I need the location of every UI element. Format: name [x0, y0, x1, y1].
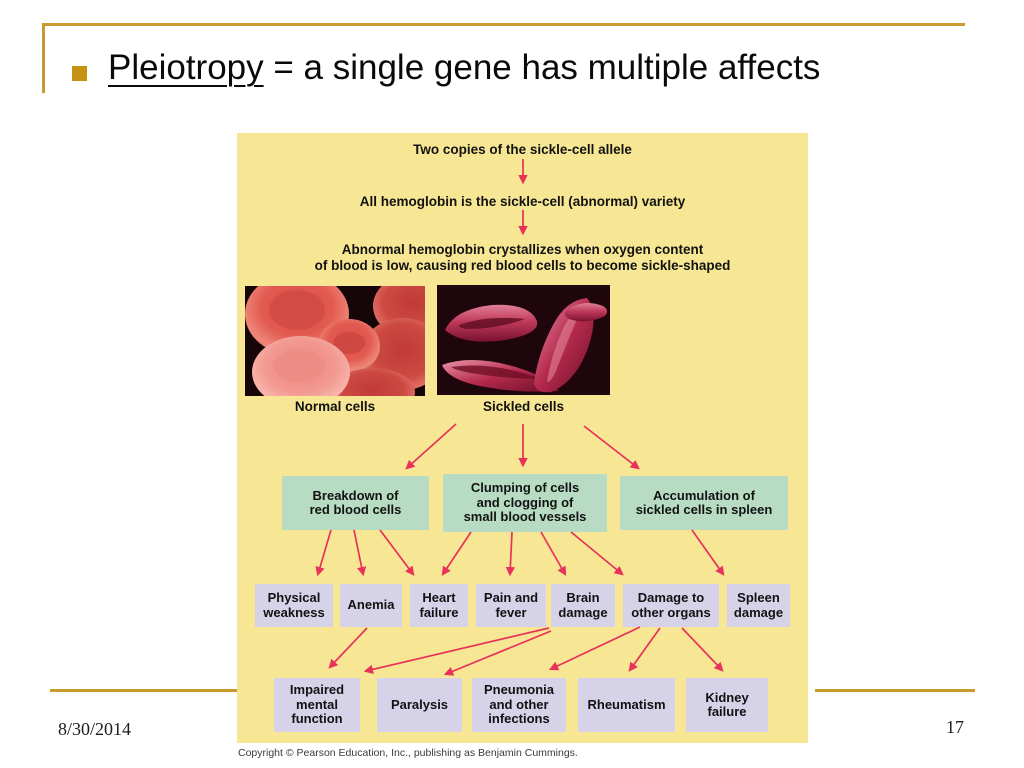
footer-line-right — [815, 689, 975, 692]
flow-arrow — [691, 529, 725, 576]
footer-date: 8/30/2014 — [58, 719, 132, 739]
effect-box-paralysis: Paralysis — [377, 678, 462, 732]
effect-box-impaired-mental: Impaired mental function — [274, 678, 360, 732]
flow-arrow — [505, 531, 516, 577]
copyright-text: Copyright © Pearson Education, Inc., pub… — [238, 747, 578, 759]
page-number: 17 — [946, 717, 964, 737]
flow-arrow — [681, 627, 724, 672]
sickled-cells-label: Sickled cells — [482, 399, 565, 414]
page-title: Pleiotropy = a single gene has multiple … — [108, 48, 820, 88]
footer-line-left — [50, 689, 237, 692]
title-rest: = a single gene has multiple affects — [263, 48, 821, 87]
normal-cells-image — [245, 286, 425, 396]
flow-step-3: Abnormal hemoglobin crystallizes when ox… — [314, 242, 731, 273]
title-term: Pleiotropy — [108, 48, 264, 87]
bullet-square-icon — [72, 66, 87, 81]
top-border-line — [42, 23, 965, 26]
arrow-layer — [315, 159, 725, 676]
effect-box-anemia: Anemia — [340, 584, 402, 627]
effect-box-heart-failure: Heart failure — [410, 584, 468, 627]
flow-step-1: Two copies of the sickle-cell allele — [413, 142, 632, 157]
flow-arrow — [379, 529, 415, 576]
flow-arrow — [353, 529, 367, 577]
effect-box-spleen-damage: Spleen damage — [727, 584, 790, 627]
left-border-segment — [42, 23, 45, 93]
effect-box-accumulation: Accumulation of sickled cells in spleen — [620, 476, 788, 530]
normal-cells-label: Normal cells — [294, 399, 376, 414]
effect-box-kidney-failure: Kidney failure — [686, 678, 768, 732]
flow-arrow — [441, 531, 472, 576]
flow-arrow — [548, 626, 641, 671]
flow-arrow — [315, 529, 332, 577]
flow-arrow — [540, 531, 567, 577]
effect-box-physical-weakness: Physical weakness — [255, 584, 333, 627]
flow-arrow — [583, 425, 640, 470]
pleiotropy-diagram: Two copies of the sickle-cell allele All… — [237, 133, 808, 743]
effect-box-clumping: Clumping of cells and clogging of small … — [443, 474, 607, 532]
effect-box-organ-damage: Damage to other organs — [623, 584, 719, 627]
effect-box-pain-fever: Pain and fever — [476, 584, 546, 627]
flow-arrow — [570, 531, 624, 576]
effect-box-rheumatism: Rheumatism — [578, 678, 675, 732]
flow-step-2: All hemoglobin is the sickle-cell (abnor… — [359, 194, 686, 209]
effect-box-brain-damage: Brain damage — [551, 584, 615, 627]
flow-arrow — [328, 627, 368, 669]
flow-arrow — [363, 627, 550, 674]
flow-arrow — [628, 627, 661, 672]
sickled-cells-image — [437, 285, 610, 395]
effect-box-pneumonia: Pneumonia and other infections — [472, 678, 566, 732]
flow-arrow — [443, 630, 552, 676]
flow-arrow — [405, 423, 457, 470]
effect-box-breakdown: Breakdown of red blood cells — [282, 476, 429, 530]
